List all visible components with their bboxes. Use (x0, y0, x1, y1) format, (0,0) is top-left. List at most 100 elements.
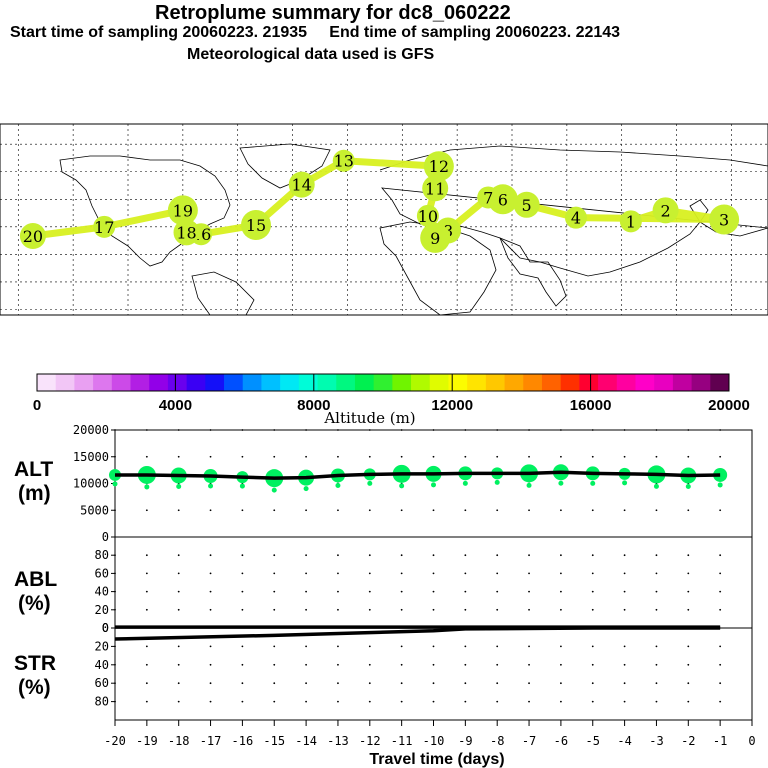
grid-dot (337, 590, 339, 593)
figure-header: Retroplume summary for dc8_060222 Start … (0, 0, 768, 70)
grid-dot (623, 645, 626, 648)
trajectory-label: 18 (176, 223, 196, 242)
grid-dot (145, 663, 148, 666)
str-y-tick-label: 0 (102, 621, 109, 635)
grid-dot (305, 554, 307, 557)
grid-dot (528, 554, 530, 557)
trajectory-marker (332, 149, 355, 172)
grid-dot (145, 682, 148, 685)
grid-dot (623, 429, 626, 431)
grid-dot (177, 554, 180, 557)
alt-day-marker-tail (112, 481, 118, 487)
trajectory-label: 2 (661, 201, 671, 220)
grid-dot (496, 554, 499, 557)
arabia-india-coast (499, 237, 567, 307)
trajectory-label: 12 (429, 157, 449, 176)
grid-dot (591, 554, 594, 557)
colorbar-tick-label: 12000 (431, 397, 473, 414)
grid-dot (114, 700, 116, 703)
trajectory-marker (173, 219, 200, 246)
grid-dot (719, 682, 722, 685)
alt-altitude-markers (109, 464, 728, 493)
trajectory-marker (565, 206, 587, 229)
grid-dot (305, 645, 307, 648)
grid-dot (591, 645, 594, 648)
grid-dot (687, 682, 690, 685)
colorbar-cell (541, 374, 562, 391)
grid-dot (145, 700, 148, 703)
grid-dot (591, 429, 594, 431)
alt-day-marker-tail (494, 479, 500, 485)
grid-dot (177, 590, 180, 593)
colorbar-cell (336, 374, 356, 391)
grid-dot (177, 429, 180, 431)
grid-dot (687, 645, 690, 648)
grid-dot (337, 509, 339, 512)
x-tick-label: -6 (554, 734, 568, 748)
grid-dot (368, 509, 371, 512)
str-y-tick-label: 80 (95, 695, 109, 709)
abl-y-tick-label: 40 (95, 585, 109, 599)
x-axis-label: Travel time (days) (369, 751, 504, 768)
grid-dot (241, 590, 244, 593)
grid-dot (209, 663, 212, 666)
str-y-tick-label: 40 (95, 658, 109, 672)
trajectory-label: 17 (94, 218, 114, 237)
x-tick-label: -14 (295, 734, 317, 748)
grid-dot (241, 554, 244, 557)
alt-day-marker-tail (399, 483, 405, 489)
grid-dot (337, 554, 339, 557)
grid-dot (655, 429, 658, 431)
grid-dot (368, 608, 371, 611)
grid-dot (464, 554, 467, 557)
grid-dot (432, 608, 435, 611)
colorbar-tick-label: 8000 (297, 397, 330, 414)
grid-dot (528, 572, 530, 575)
grid-dot (177, 700, 180, 703)
alt-y-tick-label: 0 (102, 530, 109, 544)
grid-dot (623, 509, 626, 512)
abl-y-tick-label: 20 (95, 603, 109, 617)
grid-dot (177, 455, 180, 458)
grid-dot (560, 509, 562, 512)
trajectory-label: 5 (522, 196, 532, 215)
grid-dot (464, 700, 467, 703)
str-y-tick-label: 60 (95, 676, 109, 690)
grid-dot (719, 429, 722, 431)
grid-dot (591, 572, 594, 575)
x-tick-label: -20 (104, 734, 126, 748)
grid-dot (177, 509, 180, 512)
grid-dot (623, 572, 626, 575)
grid-dot (496, 509, 499, 512)
grid-dot (209, 645, 212, 648)
grid-dot (368, 645, 371, 648)
colorbar-cell (186, 374, 206, 391)
grid-dot (177, 572, 180, 575)
str-y-tick-label: 20 (95, 639, 109, 653)
grid-dot (114, 509, 116, 512)
x-tick-label: -9 (458, 734, 472, 748)
alt-y-axis: 0 5000 10000 15000 20000 (73, 423, 115, 544)
trajectory-marker (422, 175, 449, 202)
grid-dot (528, 663, 530, 666)
grid-dot (400, 682, 403, 685)
colorbar-cell (485, 374, 505, 391)
grid-dot (591, 509, 594, 512)
trajectory-label: 20 (23, 227, 43, 246)
trajectory-label: 6 (498, 190, 508, 209)
colorbar-cell (130, 374, 150, 391)
grid-dot (655, 590, 658, 593)
trajectory-marker (19, 223, 46, 250)
trajectory-label: 4 (571, 209, 581, 228)
grid-dot (560, 455, 562, 458)
alt-day-marker-tail (622, 480, 628, 486)
grid-dot (305, 682, 307, 685)
alt-day-marker-tail (144, 484, 150, 490)
grid-dot (687, 590, 690, 593)
grid-dot (114, 608, 116, 611)
colorbar-tick-label: 0 (33, 397, 41, 414)
grid-dot (687, 455, 690, 458)
colorbar-cell (598, 374, 618, 391)
trajectory-label: 3 (719, 211, 729, 230)
x-tick-label: -12 (359, 734, 381, 748)
